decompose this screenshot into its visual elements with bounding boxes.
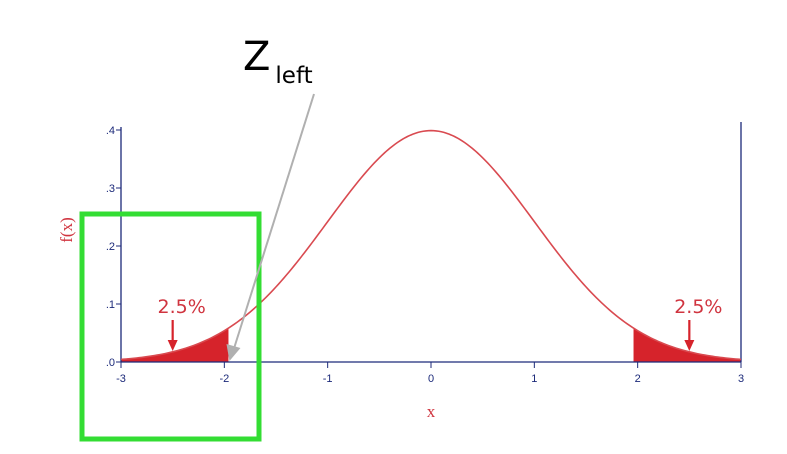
z-subscript: left — [275, 63, 312, 89]
z-left-label: Z left — [243, 34, 313, 89]
x-tick-label: 3 — [738, 373, 744, 385]
highlight-box — [79, 211, 262, 442]
x-tick-label: 2 — [635, 373, 641, 385]
z-left-annotation: Z left — [226, 34, 315, 361]
z-pointer-line — [233, 93, 315, 348]
density-curve — [120, 129, 742, 361]
z-pointer-arrow — [226, 93, 315, 361]
x-tick-label: 1 — [531, 373, 537, 385]
z-pointer-head — [226, 344, 241, 361]
ticks: -3 -2 -1 0 1 2 3 .0 .1 .2 .3 .4 — [106, 125, 744, 385]
x-tick-label: -2 — [219, 373, 229, 385]
percent-arrow-head — [167, 340, 178, 351]
percent-label: 2.5% — [674, 296, 722, 318]
y-tick-label: .0 — [106, 357, 115, 369]
z-letter: Z — [243, 34, 270, 80]
x-tick-label: -3 — [116, 373, 126, 385]
y-tick-label: .2 — [106, 241, 115, 253]
y-tick-label: .3 — [106, 183, 115, 195]
percent-labels: 2.5% 2.5% — [158, 296, 722, 351]
y-tick-label: .1 — [106, 299, 115, 311]
percent-label: 2.5% — [158, 296, 206, 318]
x-tick-label: 0 — [428, 373, 434, 385]
curve-layer — [120, 129, 742, 361]
x-axis-label: x — [427, 402, 436, 421]
right-tail-area — [633, 328, 741, 362]
y-axis-label: f(x) — [57, 217, 76, 242]
percent-arrow-head — [684, 340, 695, 351]
shaded-tails — [121, 328, 741, 362]
left-tail-area — [121, 328, 229, 362]
axes — [120, 122, 742, 363]
x-tick-label: -1 — [323, 373, 333, 385]
y-tick-label: .4 — [106, 125, 115, 137]
